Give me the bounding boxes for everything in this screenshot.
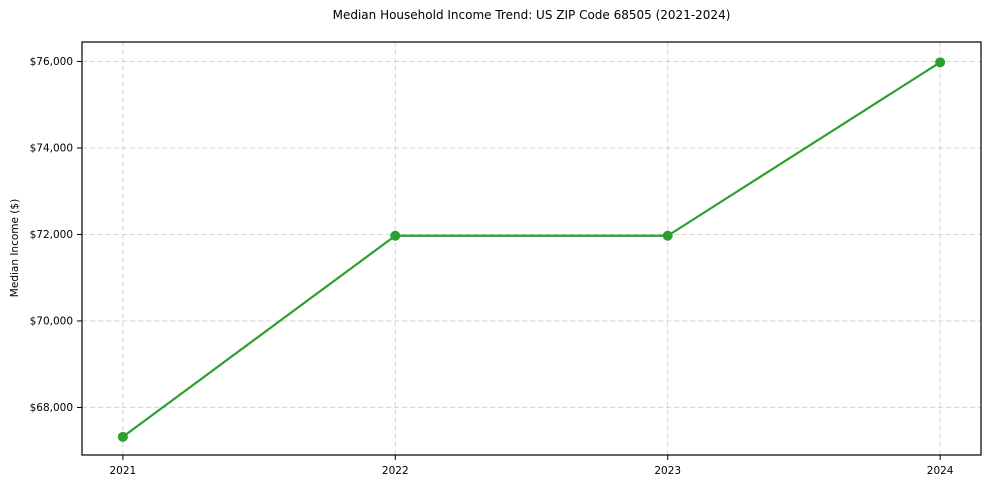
y-tick-label: $76,000	[30, 56, 73, 68]
y-tick-label: $74,000	[30, 142, 73, 154]
y-tick-label: $72,000	[30, 229, 73, 241]
x-tick-label: 2021	[109, 465, 136, 477]
data-point-2021	[117, 431, 128, 442]
y-tick-label: $70,000	[30, 315, 73, 327]
x-tick-label: 2023	[654, 465, 681, 477]
x-tick-label: 2022	[382, 465, 409, 477]
data-point-2023	[662, 230, 673, 241]
trend-line	[121, 61, 942, 438]
data-point-2024	[935, 57, 946, 68]
x-tick-label: 2024	[927, 465, 954, 477]
chart-title: Median Household Income Trend: US ZIP Co…	[332, 8, 731, 22]
y-tick-label: $68,000	[30, 402, 73, 414]
plot-border	[81, 41, 982, 456]
data-point-2022	[390, 230, 401, 241]
